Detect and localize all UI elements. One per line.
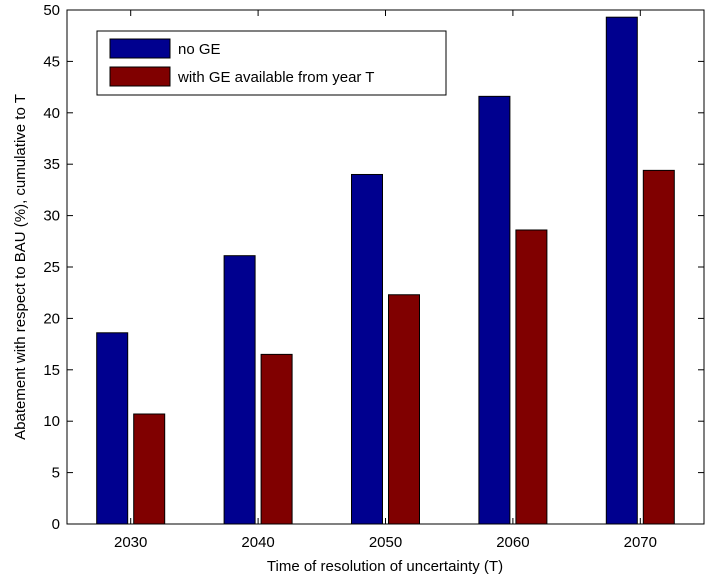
bar-no-ge-2070 [605, 16, 638, 525]
x-tick-label: 2050 [369, 534, 402, 551]
x-tick-label: 2070 [624, 534, 657, 551]
y-tick-label: 10 [43, 413, 60, 430]
y-tick-label: 0 [52, 516, 60, 533]
x-tick-label: 2030 [114, 534, 147, 551]
y-tick-label: 25 [43, 259, 60, 276]
bar-no-ge-2040 [223, 255, 256, 525]
bar-no-ge-2060 [478, 95, 511, 525]
plot-area [67, 10, 704, 524]
legend-label-no-ge: no GE [178, 41, 221, 58]
y-tick-label: 20 [43, 310, 60, 327]
bar-no-ge-2030 [96, 332, 129, 525]
legend-swatch-with-ge [109, 66, 171, 87]
legend-label-with-ge: with GE available from year T [177, 69, 374, 86]
x-tick-label: 2040 [241, 534, 274, 551]
x-tick-label: 2060 [496, 534, 529, 551]
bar-with-ge-2060 [515, 229, 548, 525]
legend: no GE with GE available from year T [96, 30, 447, 96]
y-tick-label: 5 [52, 465, 60, 482]
y-axis-label: Abatement with respect to BAU (%), cumul… [12, 94, 29, 440]
bar-with-ge-2050 [388, 294, 420, 525]
bar-with-ge-2040 [260, 353, 293, 525]
y-tick-label: 35 [43, 156, 60, 173]
legend-swatch-no-ge [109, 38, 171, 59]
y-tick-label: 45 [43, 53, 60, 70]
bar-with-ge-2030 [133, 413, 166, 525]
y-tick-label: 15 [43, 362, 60, 379]
bar-no-ge-2050 [351, 173, 383, 525]
x-axis-label: Time of resolution of uncertainty (T) [267, 558, 503, 575]
y-tick-label: 50 [43, 2, 60, 19]
ticks-group: 0 5 10 15 20 25 30 35 40 45 50 2030 2040 2050 2060 2070 [43, 2, 704, 551]
y-tick-label: 30 [43, 208, 60, 225]
y-tick-label: 40 [43, 105, 60, 122]
bar-with-ge-2070 [642, 169, 675, 525]
bars-group [96, 16, 675, 525]
